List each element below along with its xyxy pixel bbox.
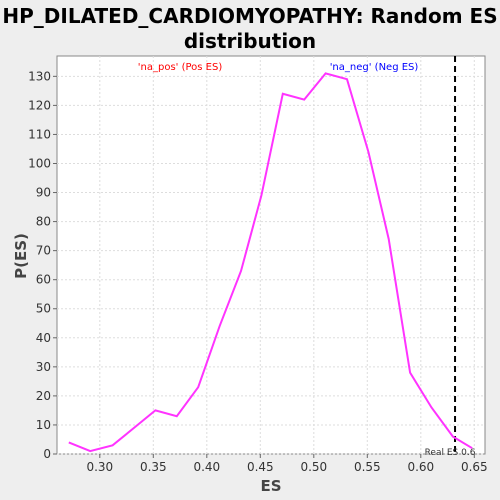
x-tick-label: 0.30 bbox=[86, 460, 113, 474]
y-tick-label: 100 bbox=[28, 156, 51, 170]
x-tick-label: 0.45 bbox=[247, 460, 274, 474]
neg-es-annotation: 'na_neg' (Neg ES) bbox=[330, 62, 419, 73]
y-tick-label: 70 bbox=[36, 244, 51, 258]
pos-es-annotation: 'na_pos' (Pos ES) bbox=[138, 62, 223, 73]
y-tick-label: 60 bbox=[36, 273, 51, 287]
y-tick-label: 90 bbox=[36, 186, 51, 200]
y-axis-label: P(ES) bbox=[12, 233, 30, 279]
es-distribution-series-line bbox=[68, 72, 473, 453]
y-tick-label: 120 bbox=[28, 98, 51, 112]
y-tick-label: 0 bbox=[43, 447, 51, 461]
x-tick-label: 0.50 bbox=[300, 460, 327, 474]
x-axis-ticks: 0.30 0.35 0.40 0.45 0.50 0.55 0.60 0.65 bbox=[86, 454, 488, 474]
chart-title-line-2: distribution bbox=[183, 29, 317, 53]
x-tick-label: 0.55 bbox=[354, 460, 381, 474]
grid-lines bbox=[57, 56, 485, 455]
y-tick-label: 40 bbox=[36, 331, 51, 345]
x-tick-label: 0.60 bbox=[407, 460, 434, 474]
x-tick-label: 0.40 bbox=[193, 460, 220, 474]
y-tick-label: 80 bbox=[36, 215, 51, 229]
plot-area bbox=[56, 55, 486, 455]
chart-title: HP_DILATED_CARDIOMYOPATHY: Random ES dis… bbox=[0, 4, 500, 54]
y-tick-label: 50 bbox=[36, 302, 51, 316]
y-tick-label: 20 bbox=[36, 389, 51, 403]
y-axis-ticks: 0 10 20 30 40 50 60 70 80 90 100 110 120 130 bbox=[28, 69, 57, 461]
y-tick-label: 130 bbox=[28, 69, 51, 83]
y-tick-label: 110 bbox=[28, 127, 51, 141]
real-es-annotation: Real ES 0.6 bbox=[425, 448, 476, 458]
y-tick-label: 30 bbox=[36, 360, 51, 374]
chart-title-line-1: HP_DILATED_CARDIOMYOPATHY: Random ES bbox=[2, 4, 498, 28]
x-axis-label: ES bbox=[260, 477, 281, 495]
y-tick-label: 10 bbox=[36, 418, 51, 432]
x-tick-label: 0.65 bbox=[461, 460, 488, 474]
x-tick-label: 0.35 bbox=[140, 460, 167, 474]
